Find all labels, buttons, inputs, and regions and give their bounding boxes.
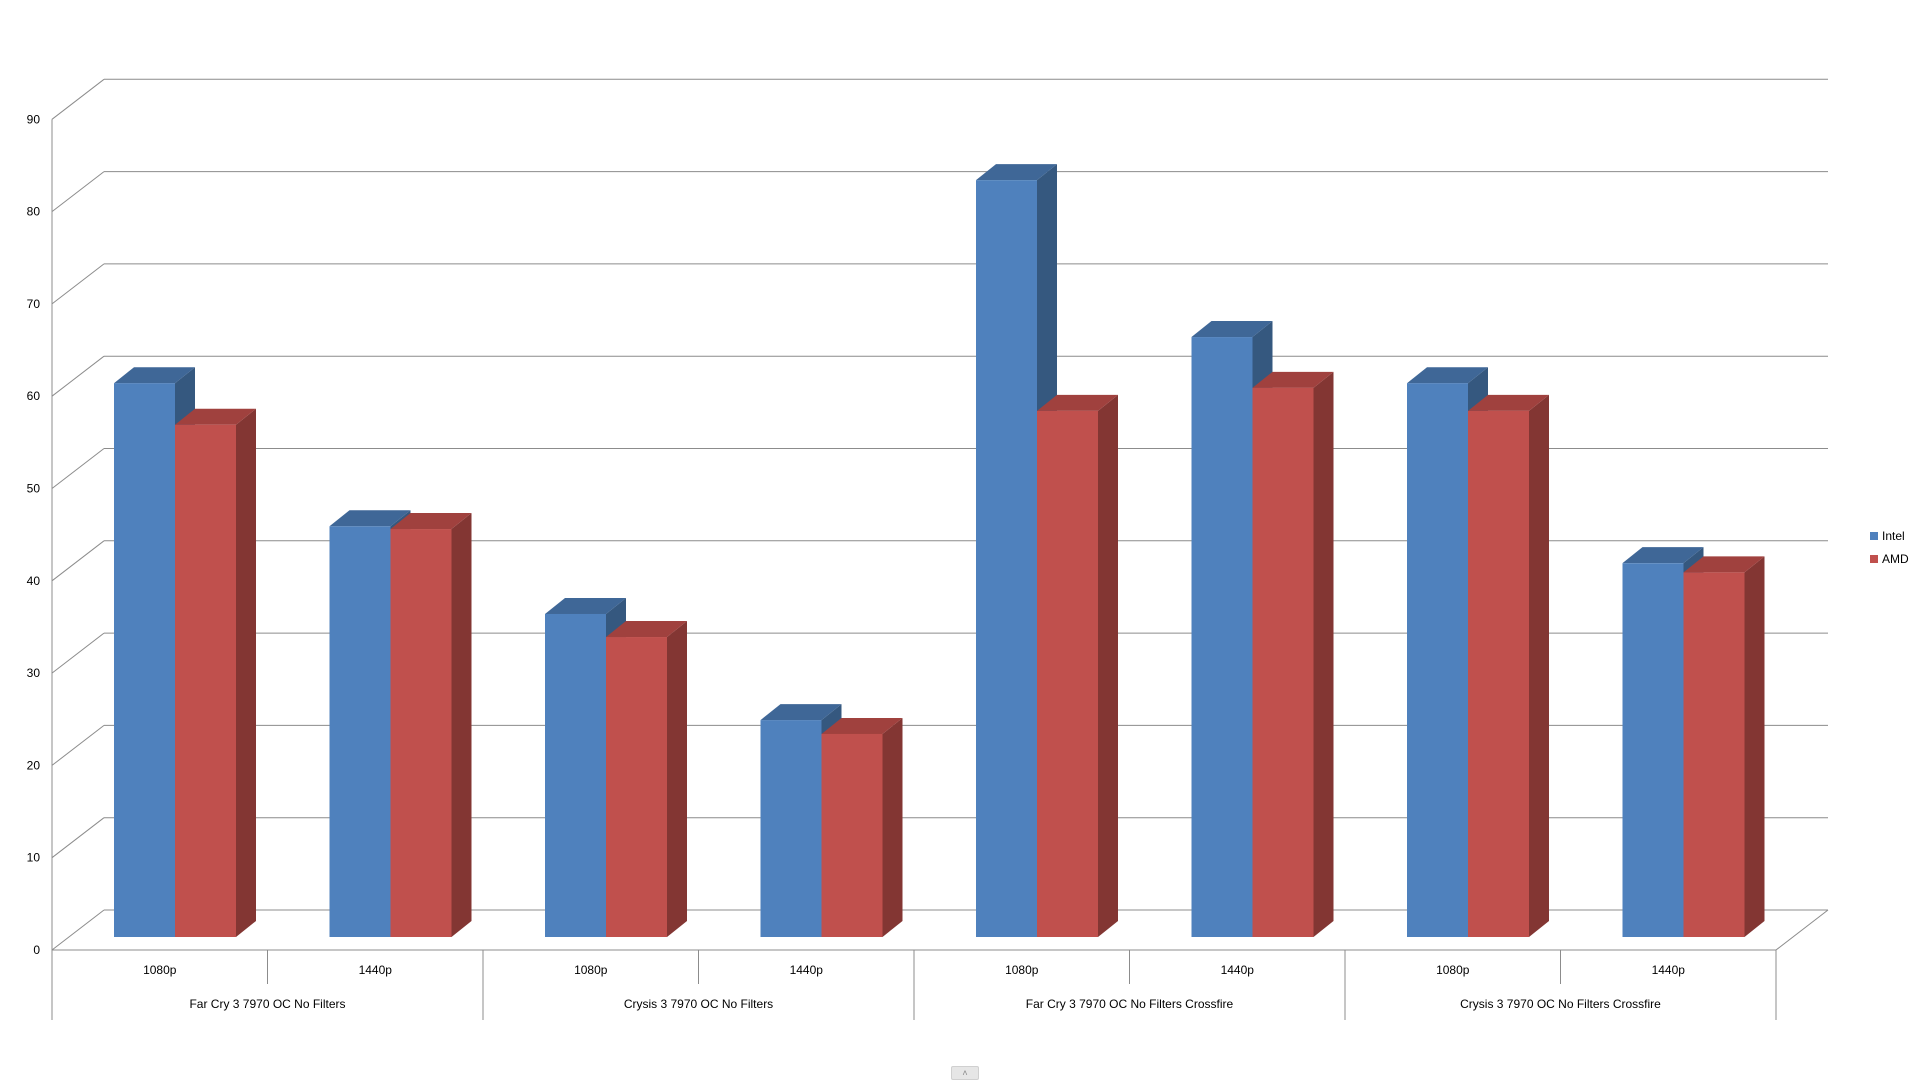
bar-top-intel-5 [1191, 321, 1273, 338]
side-wall-gridline [51, 909, 105, 951]
x-tick-label: 1440p [790, 963, 824, 977]
bar-top-amd-2 [606, 621, 687, 638]
legend: Intel AMD [1870, 524, 1909, 570]
bar-top-intel-0 [114, 367, 195, 384]
bar-side-amd-1 [451, 513, 472, 937]
legend-swatch-intel [1870, 531, 1878, 540]
bar-top-amd-3 [821, 717, 903, 734]
bar-side-amd-2 [667, 621, 687, 937]
bar-amd-2 [606, 637, 667, 937]
y-tick-label: 70 [27, 297, 41, 311]
y-tick-label: 40 [27, 574, 41, 588]
side-wall-gridline [51, 725, 105, 766]
legend-label-amd: AMD [1882, 551, 1909, 566]
bar-intel-0 [114, 383, 175, 937]
y-tick-label: 30 [27, 666, 41, 680]
bars [114, 164, 1765, 937]
side-wall-gridline [51, 355, 105, 397]
y-tick-label: 90 [27, 112, 41, 126]
bar-top-amd-1 [390, 513, 472, 530]
y-tick-label: 60 [27, 389, 41, 403]
bar-side-amd-5 [1313, 371, 1334, 937]
bar-side-amd-4 [1098, 394, 1118, 937]
bar-top-intel-3 [760, 704, 842, 721]
chart-walls [51, 78, 1829, 951]
legend-swatch-amd [1870, 554, 1878, 563]
side-wall-gridline [51, 78, 105, 120]
bar-top-intel-7 [1622, 547, 1704, 564]
bar-amd-7 [1683, 572, 1745, 937]
bar-top-intel-4 [976, 164, 1057, 181]
bar-amd-6 [1468, 410, 1529, 937]
bar-top-amd-6 [1468, 394, 1549, 411]
floor-right-edge [1775, 909, 1829, 951]
legend-item-intel: Intel [1870, 524, 1909, 547]
bar-intel-2 [545, 613, 606, 937]
x-group-label: Crysis 3 7970 OC No Filters Crossfire [1460, 997, 1661, 1011]
side-wall-gridline [51, 817, 105, 859]
x-group-label: Crysis 3 7970 OC No Filters [624, 997, 773, 1011]
x-tick-label: 1440p [1652, 963, 1686, 977]
y-tick-label: 50 [27, 482, 41, 496]
bar-top-amd-4 [1037, 394, 1118, 411]
bar-intel-1 [329, 526, 391, 937]
bar-intel-4 [976, 180, 1037, 937]
bar-side-amd-7 [1744, 556, 1765, 937]
x-tick-label: 1080p [1005, 963, 1039, 977]
legend-item-amd: AMD [1870, 547, 1909, 570]
bar-amd-5 [1252, 387, 1314, 937]
y-tick-label: 20 [27, 758, 41, 772]
bar-intel-3 [760, 720, 822, 937]
legend-label-intel: Intel [1882, 528, 1905, 543]
x-tick-label: 1440p [359, 963, 393, 977]
side-wall-gridline [51, 632, 105, 674]
y-axis: 0 10 20 30 40 50 60 70 80 90 [27, 112, 41, 957]
bar-amd-1 [390, 529, 452, 937]
side-wall-gridline [51, 448, 105, 489]
bar-side-amd-0 [236, 408, 256, 937]
scroll-handle[interactable]: ˄ [951, 1066, 979, 1080]
x-tick-label: 1080p [143, 963, 177, 977]
y-tick-label: 10 [27, 851, 41, 865]
x-group-label: Far Cry 3 7970 OC No Filters Crossfire [1026, 997, 1234, 1011]
bar-top-amd-5 [1252, 371, 1334, 388]
x-tick-label: 1440p [1221, 963, 1255, 977]
bar-top-amd-0 [175, 408, 256, 425]
y-tick-label: 80 [27, 205, 41, 219]
side-wall-gridline [51, 540, 105, 582]
y-tick-label: 0 [33, 943, 40, 957]
bar-top-intel-1 [329, 510, 411, 527]
bar-intel-6 [1407, 383, 1468, 937]
bar-amd-4 [1037, 410, 1098, 937]
bar-side-amd-6 [1529, 394, 1549, 937]
bar-intel-7 [1622, 563, 1684, 937]
x-tick-label: 1080p [1436, 963, 1470, 977]
bar-amd-0 [175, 424, 236, 937]
bar-amd-3 [821, 733, 883, 937]
x-axis: 1080p 1440p 1080p 1440p 1080p 1440p 1080p 1440p… [51, 950, 1777, 1020]
bar-top-amd-7 [1683, 556, 1765, 573]
bar-side-amd-3 [882, 717, 903, 937]
side-wall-gridline [51, 263, 105, 305]
bar-top-intel-6 [1407, 367, 1488, 384]
bar-top-intel-2 [545, 597, 626, 614]
side-wall-gridline [51, 171, 105, 212]
bar-intel-5 [1191, 337, 1253, 937]
x-group-label: Far Cry 3 7970 OC No Filters [189, 997, 345, 1011]
x-tick-label: 1080p [574, 963, 608, 977]
